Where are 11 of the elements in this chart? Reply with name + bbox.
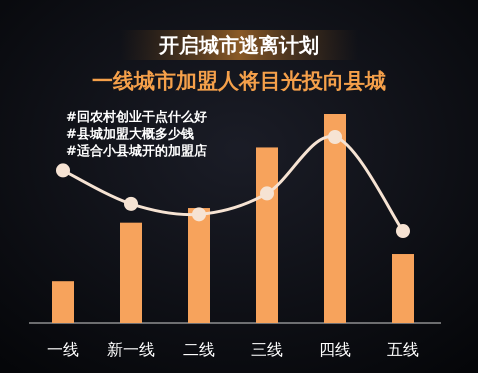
x-tick-label: 二线	[183, 340, 215, 359]
x-tick-label: 四线	[319, 340, 351, 359]
chart-title: 开启城市逃离计划	[158, 33, 319, 57]
annotation: #县城加盟大概多少钱	[66, 127, 194, 142]
x-tick-label: 三线	[251, 340, 283, 359]
x-tick-label: 新一线	[107, 340, 155, 359]
x-tick-label: 一线	[47, 340, 79, 359]
x-tick-label: 五线	[387, 340, 419, 359]
annotation: #回农村创业干点什么好	[66, 109, 207, 125]
annotation: #适合小县城开的加盟店	[66, 143, 207, 159]
chart-subtitle: 一线城市加盟人将目光投向县城	[92, 69, 386, 93]
